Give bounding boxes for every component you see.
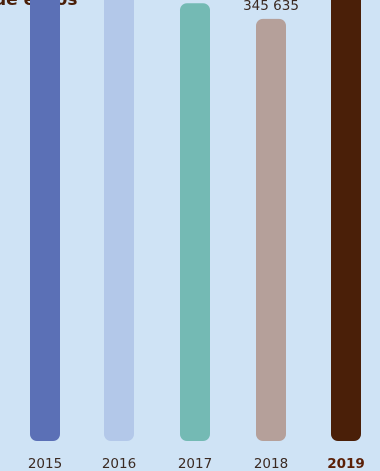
category-label-2015: 2015 (28, 456, 62, 471)
bar-2019 (331, 0, 361, 441)
category-label-2019: 2019 (327, 456, 365, 471)
bar-2015 (30, 0, 60, 441)
bar-2016 (104, 0, 134, 441)
bar-2018 (256, 18, 286, 442)
value-label-2018: 345 635 (243, 0, 299, 14)
category-label-2017: 2017 (178, 456, 212, 471)
category-label-2018: 2018 (254, 456, 288, 471)
bar-2017 (180, 3, 210, 441)
category-label-2016: 2016 (102, 456, 136, 471)
